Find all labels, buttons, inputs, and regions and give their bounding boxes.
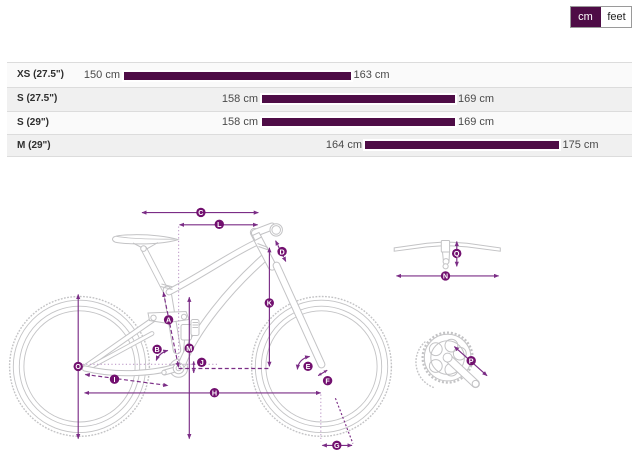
svg-text:D: D [279,247,284,256]
svg-text:N: N [443,272,448,281]
svg-text:H: H [212,389,217,398]
svg-text:A: A [166,316,171,325]
svg-text:J: J [200,358,204,367]
svg-text:L: L [217,220,222,229]
svg-text:M: M [186,344,192,353]
svg-text:B: B [154,345,159,354]
svg-text:Q: Q [454,249,460,258]
svg-text:K: K [267,299,273,308]
svg-text:E: E [306,362,311,371]
svg-text:P: P [469,357,474,366]
svg-text:I: I [114,375,116,384]
svg-text:C: C [198,208,203,217]
svg-text:G: G [334,441,340,450]
svg-text:O: O [75,362,81,371]
svg-text:F: F [325,377,330,386]
